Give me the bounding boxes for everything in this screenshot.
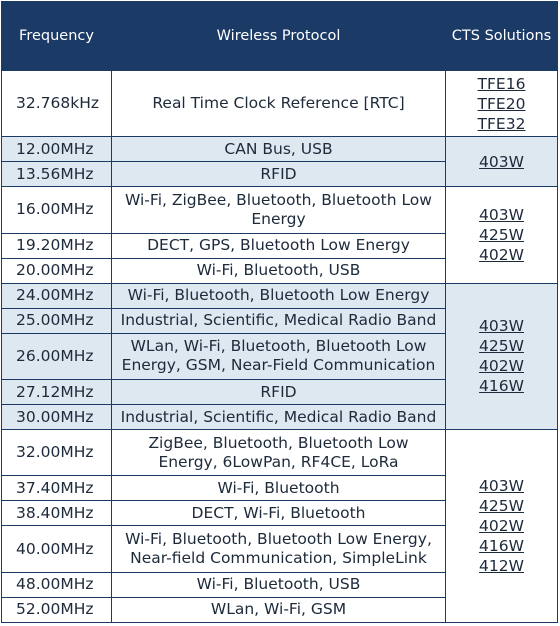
- solution-link[interactable]: TFE20: [477, 94, 526, 113]
- table-header-row: Frequency Wireless Protocol CTS Solution…: [1, 1, 558, 71]
- solution-link[interactable]: TFE32: [477, 114, 526, 133]
- table-row: 25.00MHz Industrial, Scientific, Medical…: [1, 307, 558, 334]
- solution-link[interactable]: 425W: [479, 337, 524, 356]
- solution-link[interactable]: 416W: [479, 377, 524, 396]
- frequency-cell: 32.00MHz: [1, 429, 112, 477]
- solution-link[interactable]: 403W: [479, 317, 524, 336]
- table-row: 37.40MHz Wi-Fi, Bluetooth: [1, 475, 558, 502]
- frequency-cell: 48.00MHz: [1, 571, 112, 598]
- table-row: 32.768kHz Real Time Clock Reference [RTC…: [1, 69, 558, 138]
- frequency-cell: 12.00MHz: [1, 136, 112, 163]
- table-row: 26.00MHz WLan, Wi-Fi, Bluetooth, Bluetoo…: [1, 332, 558, 381]
- frequency-cell: 26.00MHz: [1, 332, 112, 381]
- header-protocol: Wireless Protocol: [111, 1, 446, 71]
- frequency-cell: 16.00MHz: [1, 186, 112, 234]
- solutions-cell: 403W 425W 402W 416W: [445, 282, 558, 431]
- solutions-cell: 403W: [445, 136, 558, 188]
- protocol-cell: Real Time Clock Reference [RTC]: [111, 69, 446, 138]
- protocol-cell: WLan, Wi-Fi, Bluetooth, Bluetooth Low En…: [111, 332, 446, 381]
- frequency-cell: 38.40MHz: [1, 500, 112, 527]
- frequency-cell: 19.20MHz: [1, 232, 112, 259]
- table-row: 12.00MHz CAN Bus, USB 403W: [1, 136, 558, 188]
- table-row: 20.00MHz Wi-Fi, Bluetooth, USB: [1, 257, 558, 284]
- protocol-cell: Wi-Fi, ZigBee, Bluetooth, Bluetooth Low …: [111, 186, 446, 234]
- frequency-cell: 30.00MHz: [1, 404, 112, 431]
- frequency-cell: 40.00MHz: [1, 525, 112, 573]
- protocol-cell: Industrial, Scientific, Medical Radio Ba…: [111, 307, 446, 334]
- protocol-cell: Industrial, Scientific, Medical Radio Ba…: [111, 404, 446, 431]
- solution-link[interactable]: 403W: [479, 477, 524, 496]
- solution-link[interactable]: 403W: [479, 206, 524, 225]
- header-solutions: CTS Solutions: [445, 1, 558, 71]
- frequency-cell: 37.40MHz: [1, 475, 112, 502]
- protocol-cell: DECT, GPS, Bluetooth Low Energy: [111, 232, 446, 259]
- table-row: 13.56MHz RFID: [1, 161, 558, 188]
- solution-link[interactable]: 402W: [479, 357, 524, 376]
- header-frequency: Frequency: [1, 1, 112, 71]
- frequency-cell: 27.12MHz: [1, 379, 112, 406]
- protocol-cell: DECT, Wi-Fi, Bluetooth: [111, 500, 446, 527]
- solution-link[interactable]: TFE16: [477, 74, 526, 93]
- protocol-cell: Wi-Fi, Bluetooth, USB: [111, 257, 446, 284]
- solution-link[interactable]: 402W: [479, 246, 524, 265]
- solution-link[interactable]: 416W: [479, 537, 524, 556]
- table-row: 32.00MHz ZigBee, Bluetooth, Bluetooth Lo…: [1, 429, 558, 623]
- frequency-cell: 24.00MHz: [1, 282, 112, 309]
- solutions-cell: 403W 425W 402W: [445, 186, 558, 284]
- frequency-cell: 25.00MHz: [1, 307, 112, 334]
- table-row: 52.00MHz WLan, Wi-Fi, GSM: [1, 596, 558, 624]
- table-row: 48.00MHz Wi-Fi, Bluetooth, USB: [1, 571, 558, 598]
- solution-link[interactable]: 425W: [479, 497, 524, 516]
- table-row: 40.00MHz Wi-Fi, Bluetooth, Bluetooth Low…: [1, 525, 558, 573]
- table-row: 19.20MHz DECT, GPS, Bluetooth Low Energy: [1, 232, 558, 259]
- solution-link[interactable]: 403W: [479, 152, 524, 171]
- protocol-cell: RFID: [111, 161, 446, 188]
- solution-link[interactable]: 425W: [479, 226, 524, 245]
- frequency-cell: 13.56MHz: [1, 161, 112, 188]
- solution-link[interactable]: 412W: [479, 557, 524, 576]
- protocol-cell: Wi-Fi, Bluetooth, USB: [111, 571, 446, 598]
- protocol-cell: WLan, Wi-Fi, GSM: [111, 596, 446, 624]
- table-row: 24.00MHz Wi-Fi, Bluetooth, Bluetooth Low…: [1, 282, 558, 431]
- solutions-cell: 403W 425W 402W 416W 412W: [445, 429, 558, 623]
- protocol-cell: ZigBee, Bluetooth, Bluetooth Low Energy,…: [111, 429, 446, 477]
- frequency-cell: 32.768kHz: [1, 69, 112, 138]
- protocol-cell: Wi-Fi, Bluetooth, Bluetooth Low Energy, …: [111, 525, 446, 573]
- table-row: 38.40MHz DECT, Wi-Fi, Bluetooth: [1, 500, 558, 527]
- protocol-cell: RFID: [111, 379, 446, 406]
- table-row: 16.00MHz Wi-Fi, ZigBee, Bluetooth, Bluet…: [1, 186, 558, 284]
- protocol-cell: Wi-Fi, Bluetooth, Bluetooth Low Energy: [111, 282, 446, 309]
- protocol-cell: Wi-Fi, Bluetooth: [111, 475, 446, 502]
- frequency-cell: 20.00MHz: [1, 257, 112, 284]
- solution-link[interactable]: 402W: [479, 517, 524, 536]
- frequency-cell: 52.00MHz: [1, 596, 112, 624]
- protocol-cell: CAN Bus, USB: [111, 136, 446, 163]
- solutions-cell: TFE16 TFE20 TFE32: [445, 69, 558, 138]
